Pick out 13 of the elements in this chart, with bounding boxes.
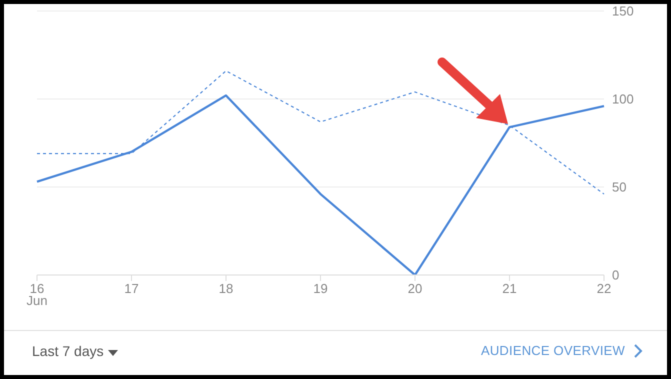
x-tick-label: 22	[596, 281, 612, 296]
y-tick-label: 50	[612, 180, 626, 195]
x-tick-label: 19	[313, 281, 328, 296]
y-tick-label: 100	[612, 92, 634, 107]
y-tick-label: 150	[612, 4, 634, 19]
x-tick-label: 18	[218, 281, 234, 296]
text: AUDIENCE OVERVIEW	[480, 343, 625, 358]
x-tick-label: 20	[408, 281, 422, 296]
text: Last 7 days	[32, 343, 104, 359]
x-tick-label: 17	[124, 281, 139, 296]
x-tick-label: 16 Jun	[26, 281, 48, 308]
y-tick-label: 0	[612, 268, 620, 283]
x-tick-label: 21	[502, 281, 517, 296]
